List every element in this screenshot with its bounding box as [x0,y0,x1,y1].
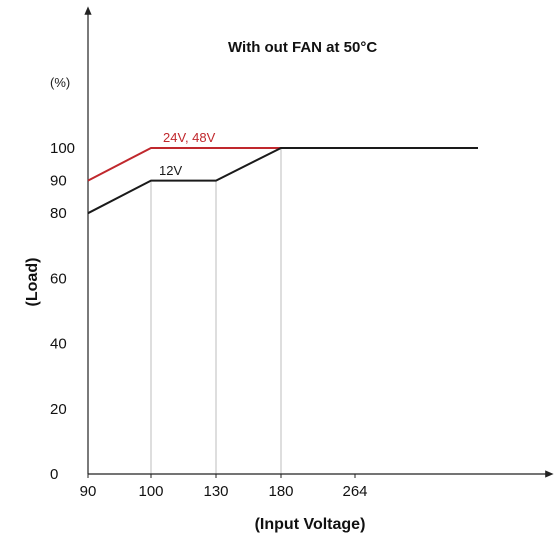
y-tick-label-60: 60 [50,270,67,287]
x-tick-label-100: 100 [138,483,163,500]
y-tick-label-80: 80 [50,205,67,222]
series-line-24v-48v [87,147,478,182]
y-tick-label-40: 40 [50,336,67,353]
series-layer: 24V, 48V 12V [87,130,478,215]
x-tick-label-130: 130 [203,483,228,500]
y-tick-label-0: 0 [50,466,58,483]
x-axis-label: (Input Voltage) [255,516,366,533]
y-tick-label-90: 90 [50,173,67,190]
y-unit-label: (%) [50,75,70,90]
y-axis-label: (Load) [24,258,41,307]
series-label-24v-48v: 24V, 48V [163,130,216,145]
vertical-guide-lines [150,148,282,474]
chart-title: With out FAN at 50°C [228,39,377,56]
tick-layer: 0 20 40 60 80 90 100 90 100 130 180 264 [50,140,368,500]
x-tick-label-90: 90 [80,483,97,500]
y-tick-label-20: 20 [50,401,67,418]
series-line-12v [87,147,478,215]
x-tick-label-264: 264 [342,483,367,500]
y-tick-label-100: 100 [50,140,75,157]
x-tick-label-180: 180 [268,483,293,500]
series-label-12v: 12V [159,163,182,178]
